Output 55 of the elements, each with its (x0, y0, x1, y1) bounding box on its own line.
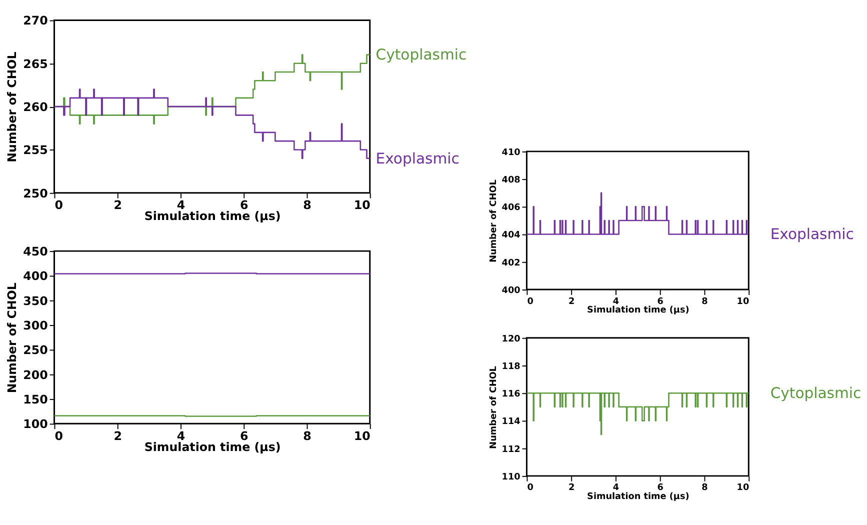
x-tick-label: 4 (612, 296, 620, 307)
y-tick-label: 150 (23, 392, 48, 406)
y-tick-label: 260 (23, 100, 48, 114)
y-tick-label: 300 (23, 318, 48, 332)
x-tick-label: 6 (657, 483, 664, 494)
y-tick-label: 265 (23, 56, 48, 71)
x-tick-label: 8 (303, 428, 312, 443)
y-tick-label: 270 (23, 14, 48, 28)
x-tick-label: 2 (114, 428, 122, 443)
x-tick-label: 0 (54, 428, 63, 443)
x-tick-label: 8 (702, 483, 708, 494)
x-tick-label: 4 (612, 483, 620, 494)
y-tick-label: 410 (502, 148, 520, 158)
y-tick-label: 400 (502, 286, 520, 296)
series-label: Cytoplasmic (770, 385, 862, 402)
y-tick-label: 100 (23, 417, 48, 432)
x-tick-label: 2 (568, 296, 575, 307)
x-tick-label: 2 (114, 198, 122, 212)
y-tick-label: 250 (23, 186, 48, 200)
series-label: Exoplasmic (376, 150, 460, 168)
y-axis-title: Number of CHOL (488, 179, 499, 262)
x-tick-label: 10 (354, 198, 370, 212)
y-tick-label: 250 (23, 343, 48, 358)
y-tick-label: 400 (23, 269, 48, 284)
y-tick-label: 112 (502, 444, 520, 455)
y-tick-label: 110 (502, 472, 520, 482)
x-tick-label: 10 (736, 296, 750, 307)
y-tick-label: 200 (23, 368, 48, 382)
x-tick-label: 0 (527, 483, 534, 494)
y-tick-label: 255 (23, 143, 48, 158)
y-axis-title: Number of CHOL (5, 51, 20, 162)
y-tick-label: 114 (502, 417, 520, 428)
y-tick-label: 450 (23, 244, 48, 258)
y-tick-label: 408 (502, 176, 520, 186)
x-tick-label: 8 (702, 296, 708, 307)
y-tick-label: 350 (23, 294, 48, 308)
x-axis-title: Simulation time (μs) (587, 306, 690, 316)
y-tick-label: 120 (502, 334, 520, 344)
y-axis-title: Number of CHOL (5, 282, 20, 394)
y-tick-label: 406 (502, 203, 520, 214)
x-tick-label: 0 (54, 198, 63, 212)
y-tick-label: 116 (502, 390, 520, 400)
series-label: Exoplasmic (770, 226, 854, 244)
x-tick-label: 0 (527, 296, 534, 307)
y-tick-label: 118 (502, 362, 520, 372)
y-tick-label: 404 (502, 230, 520, 241)
series-label: Cytoplasmic (376, 46, 467, 64)
x-tick-label: 10 (736, 483, 750, 494)
x-tick-label: 8 (303, 198, 312, 212)
y-axis-title: Number of CHOL (488, 366, 499, 449)
x-tick-label: 6 (657, 296, 664, 307)
x-tick-label: 10 (354, 428, 370, 443)
x-tick-label: 2 (568, 483, 575, 494)
x-axis-title: Simulation time (μs) (587, 492, 690, 502)
y-tick-label: 402 (502, 258, 520, 268)
